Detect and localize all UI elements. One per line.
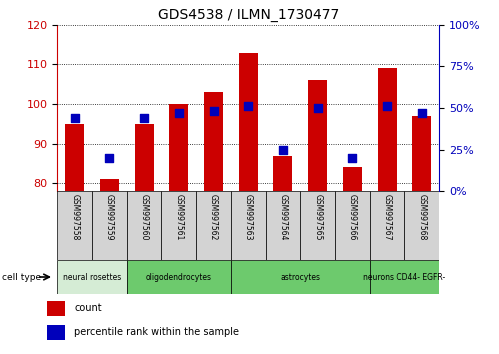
Bar bbox=[135, 124, 154, 191]
FancyBboxPatch shape bbox=[57, 260, 127, 294]
Point bbox=[140, 115, 148, 121]
Text: GSM997566: GSM997566 bbox=[348, 194, 357, 240]
Text: neurons CD44- EGFR-: neurons CD44- EGFR- bbox=[363, 273, 446, 281]
FancyBboxPatch shape bbox=[127, 260, 231, 294]
Point bbox=[210, 108, 218, 114]
Text: percentile rank within the sample: percentile rank within the sample bbox=[74, 327, 240, 337]
FancyBboxPatch shape bbox=[231, 260, 370, 294]
Point bbox=[105, 155, 113, 161]
Point bbox=[314, 105, 322, 111]
Text: cell type: cell type bbox=[2, 273, 41, 281]
Text: astrocytes: astrocytes bbox=[280, 273, 320, 281]
FancyBboxPatch shape bbox=[370, 260, 439, 294]
Point bbox=[279, 147, 287, 152]
Text: GSM997565: GSM997565 bbox=[313, 194, 322, 240]
Bar bbox=[47, 325, 65, 340]
Text: neural rosettes: neural rosettes bbox=[63, 273, 121, 281]
Text: GSM997560: GSM997560 bbox=[140, 194, 149, 240]
Point bbox=[348, 155, 356, 161]
Bar bbox=[273, 155, 292, 191]
Point bbox=[244, 103, 252, 109]
FancyBboxPatch shape bbox=[92, 191, 127, 260]
Text: GSM997563: GSM997563 bbox=[244, 194, 253, 240]
Bar bbox=[343, 167, 362, 191]
Text: GSM997568: GSM997568 bbox=[417, 194, 426, 240]
FancyBboxPatch shape bbox=[404, 191, 439, 260]
Point bbox=[175, 110, 183, 116]
Bar bbox=[378, 68, 397, 191]
Point bbox=[71, 115, 79, 121]
FancyBboxPatch shape bbox=[300, 191, 335, 260]
Text: oligodendrocytes: oligodendrocytes bbox=[146, 273, 212, 281]
Bar bbox=[47, 301, 65, 316]
Bar bbox=[65, 124, 84, 191]
FancyBboxPatch shape bbox=[196, 191, 231, 260]
Bar bbox=[308, 80, 327, 191]
FancyBboxPatch shape bbox=[370, 191, 404, 260]
FancyBboxPatch shape bbox=[127, 191, 162, 260]
Text: GSM997561: GSM997561 bbox=[174, 194, 183, 240]
FancyBboxPatch shape bbox=[231, 191, 265, 260]
Text: GSM997567: GSM997567 bbox=[383, 194, 392, 240]
Text: count: count bbox=[74, 303, 102, 313]
Text: GSM997564: GSM997564 bbox=[278, 194, 287, 240]
Text: GSM997559: GSM997559 bbox=[105, 194, 114, 240]
Point bbox=[418, 110, 426, 116]
Text: GSM997562: GSM997562 bbox=[209, 194, 218, 240]
Bar bbox=[412, 116, 431, 191]
Bar bbox=[239, 52, 258, 191]
Title: GDS4538 / ILMN_1730477: GDS4538 / ILMN_1730477 bbox=[158, 8, 339, 22]
Bar bbox=[169, 104, 189, 191]
Bar bbox=[204, 92, 223, 191]
FancyBboxPatch shape bbox=[162, 191, 196, 260]
Bar bbox=[100, 179, 119, 191]
Point bbox=[383, 103, 391, 109]
Text: GSM997558: GSM997558 bbox=[70, 194, 79, 240]
FancyBboxPatch shape bbox=[335, 191, 370, 260]
FancyBboxPatch shape bbox=[265, 191, 300, 260]
FancyBboxPatch shape bbox=[57, 191, 92, 260]
